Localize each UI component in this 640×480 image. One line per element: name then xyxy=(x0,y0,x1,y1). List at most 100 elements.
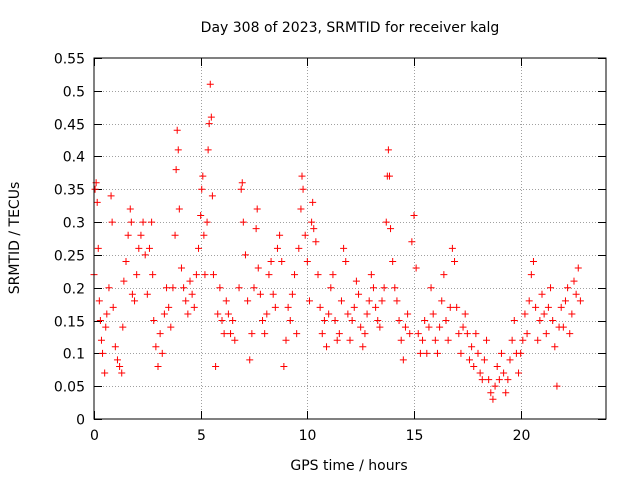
data-point xyxy=(265,271,273,279)
data-point xyxy=(120,277,128,285)
data-point xyxy=(337,297,345,305)
data-point xyxy=(208,192,216,200)
data-point xyxy=(574,264,582,272)
data-point xyxy=(271,303,279,311)
data-point xyxy=(461,310,469,318)
data-point xyxy=(425,323,433,331)
data-point xyxy=(534,336,542,344)
y-tick-label: 0.05 xyxy=(54,380,85,396)
data-point xyxy=(119,323,127,331)
data-point xyxy=(493,362,501,370)
data-point xyxy=(137,231,145,239)
y-tick-label: 0.3 xyxy=(63,216,85,232)
chart-title: Day 308 of 2023, SRMTID for receiver kal… xyxy=(201,20,500,36)
data-point xyxy=(291,271,299,279)
data-point xyxy=(280,362,288,370)
data-point xyxy=(491,382,499,390)
data-point xyxy=(401,323,409,331)
data-point xyxy=(216,284,224,292)
data-point xyxy=(244,297,252,305)
data-point xyxy=(553,382,561,390)
y-tick-label: 0.4 xyxy=(63,150,85,166)
data-point xyxy=(273,244,281,252)
data-point xyxy=(542,330,550,338)
data-point xyxy=(442,317,450,325)
data-point xyxy=(342,257,350,265)
data-point xyxy=(335,330,343,338)
data-point xyxy=(172,166,180,174)
data-point xyxy=(248,330,256,338)
y-tick-label: 0.45 xyxy=(54,118,85,134)
data-point xyxy=(544,303,552,311)
data-point xyxy=(557,303,565,311)
data-point xyxy=(95,297,103,305)
data-point xyxy=(101,369,109,377)
data-point xyxy=(559,323,567,331)
data-point xyxy=(538,290,546,298)
data-point xyxy=(246,356,254,364)
data-point xyxy=(107,192,115,200)
data-point xyxy=(192,271,200,279)
data-point xyxy=(167,323,175,331)
data-point xyxy=(433,349,441,357)
ticks: 0 0.05 0.1 0.15 0.2 0.25 0.3 0.35 0.4 0.45 0.5 0.55… xyxy=(54,52,606,444)
data-point xyxy=(406,330,414,338)
data-point xyxy=(209,271,217,279)
data-point xyxy=(385,172,393,180)
data-point xyxy=(346,336,354,344)
data-point xyxy=(224,310,232,318)
data-point xyxy=(186,277,194,285)
data-point xyxy=(367,271,375,279)
data-point xyxy=(145,244,153,252)
data-point xyxy=(182,297,190,305)
data-point xyxy=(500,369,508,377)
data-point xyxy=(399,356,407,364)
x-tick-label: 15 xyxy=(406,428,424,444)
data-point xyxy=(489,395,497,403)
data-point xyxy=(174,146,182,154)
data-point xyxy=(139,218,147,226)
data-points xyxy=(90,80,584,403)
data-point xyxy=(568,310,576,318)
data-point xyxy=(96,317,104,325)
data-point xyxy=(200,231,208,239)
data-point xyxy=(333,336,341,344)
data-point xyxy=(438,297,446,305)
data-point xyxy=(180,284,188,292)
data-point xyxy=(184,310,192,318)
data-point xyxy=(365,297,373,305)
data-point xyxy=(198,185,206,193)
data-point xyxy=(278,257,286,265)
data-point xyxy=(549,317,557,325)
data-point xyxy=(99,349,107,357)
data-point xyxy=(480,356,488,364)
data-point xyxy=(408,238,416,246)
data-point xyxy=(113,356,121,364)
data-point xyxy=(284,303,292,311)
y-tick-label: 0.55 xyxy=(54,52,85,68)
data-point xyxy=(298,172,306,180)
data-point xyxy=(476,369,484,377)
data-point xyxy=(126,205,134,213)
data-point xyxy=(414,330,422,338)
data-point xyxy=(297,205,305,213)
x-tick-label: 0 xyxy=(90,428,99,444)
data-point xyxy=(127,218,135,226)
data-point xyxy=(111,343,119,351)
data-point xyxy=(91,185,99,193)
data-point xyxy=(455,330,463,338)
data-point xyxy=(323,343,331,351)
data-point xyxy=(141,251,149,259)
data-point xyxy=(529,257,537,265)
data-point xyxy=(320,317,328,325)
data-point xyxy=(261,330,269,338)
data-point xyxy=(427,284,435,292)
data-point xyxy=(436,323,444,331)
data-point xyxy=(325,310,333,318)
data-point xyxy=(109,303,117,311)
data-point xyxy=(195,244,203,252)
data-point xyxy=(344,310,352,318)
data-point xyxy=(148,218,156,226)
data-point xyxy=(331,317,339,325)
